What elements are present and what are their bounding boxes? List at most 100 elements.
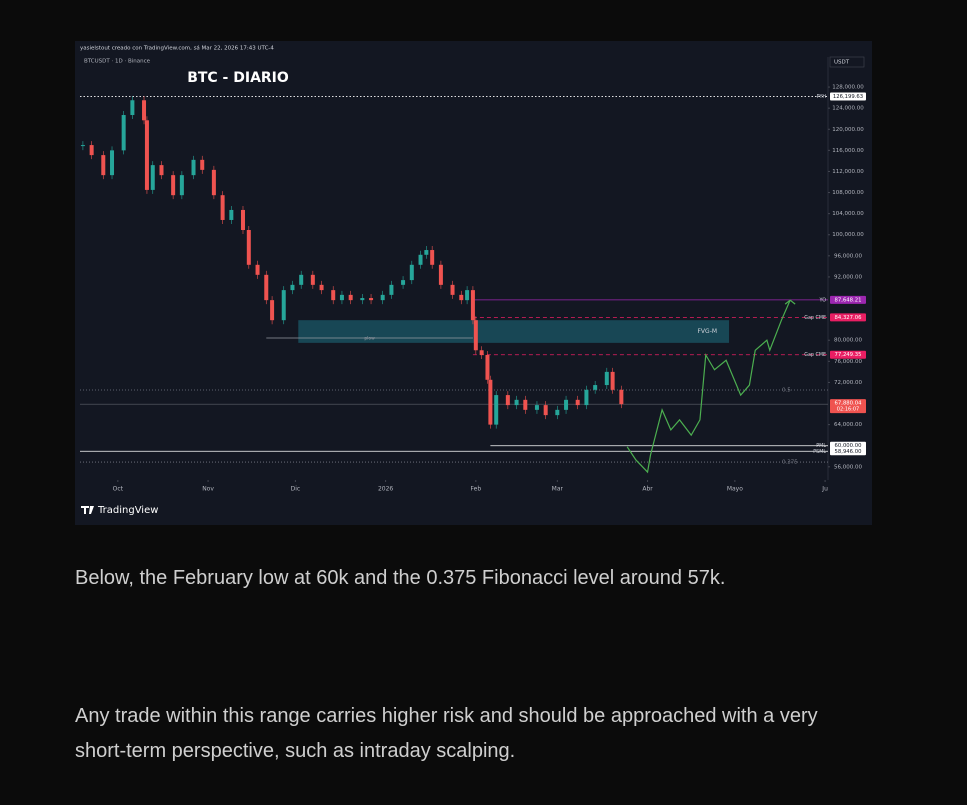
level-value: 84,327.06 [835, 315, 863, 321]
x-tick-label: Mayo [727, 486, 743, 493]
candle [240, 209, 245, 230]
y-tick-label: 112,000.00 [832, 169, 864, 175]
candle [430, 250, 435, 265]
candle [514, 399, 519, 406]
x-tick-label: Feb [471, 486, 482, 493]
candle [543, 405, 548, 416]
candle [380, 294, 385, 301]
countdown: 02:16:07 [837, 407, 859, 413]
candle [110, 150, 115, 176]
level-name: YO [819, 297, 827, 303]
candle [101, 155, 106, 176]
last-price-box [830, 399, 866, 414]
level-value: 87,648.21 [835, 297, 862, 303]
candle [418, 254, 423, 265]
level-value: 58,946.00 [835, 449, 863, 455]
y-tick-label: 72,000.00 [834, 380, 862, 386]
candle [575, 399, 580, 406]
y-tick-label: 100,000.00 [832, 232, 864, 238]
candle [80, 145, 85, 147]
projection-line [626, 299, 791, 474]
candle [584, 389, 589, 406]
candle [246, 229, 251, 265]
y-tick-label: 120,000.00 [832, 127, 864, 133]
y-tick-label: 108,000.00 [832, 190, 864, 196]
candle [319, 284, 324, 291]
candle [485, 354, 490, 380]
x-tick-label: Ju [821, 486, 828, 493]
brand-logo [81, 506, 94, 514]
y-tick-label: 80,000.00 [834, 338, 862, 344]
paragraph: Below, the February low at 60k and the 0… [75, 567, 726, 589]
y-tick-label: 56,000.00 [834, 464, 862, 470]
candle [159, 165, 164, 176]
candle [488, 379, 493, 425]
level-value: 126,199.63 [833, 94, 863, 100]
candle [523, 399, 528, 410]
level-box [830, 447, 866, 456]
x-tick-label: Abr [642, 486, 653, 493]
fib-label: 0.375 [782, 460, 798, 466]
candle [564, 399, 569, 410]
candle [465, 290, 470, 301]
paragraph: Any trade within this range carries high… [75, 705, 818, 762]
candle [459, 294, 464, 301]
candle [179, 175, 184, 196]
candle [200, 159, 205, 170]
candle [299, 274, 304, 285]
y-tick-label: 128,000.00 [832, 85, 864, 91]
y-tick-label: 92,000.00 [834, 274, 862, 280]
candle [369, 298, 374, 301]
level-box [830, 313, 866, 322]
candle [424, 250, 429, 255]
level-name: PML [816, 443, 826, 449]
candle [144, 120, 149, 190]
candle [229, 209, 234, 220]
currency: USDT [834, 60, 850, 66]
y-tick-label: 64,000.00 [834, 422, 862, 428]
candle [494, 395, 499, 425]
level-name: Gap CME [804, 352, 826, 358]
brand: TradingView [97, 505, 158, 516]
candle [534, 405, 539, 410]
fib-label: 0.5 [782, 388, 791, 394]
level-box [830, 350, 866, 359]
level-value: 60,000.00 [835, 443, 863, 449]
currency-box [829, 56, 865, 68]
chart-image: yasielstout creado con TradingView.com, … [75, 41, 872, 525]
candle [171, 175, 176, 196]
y-tick-label: 124,000.00 [832, 106, 864, 112]
candle [220, 195, 225, 220]
candle [264, 274, 269, 301]
fvg-zone [298, 320, 730, 343]
x-tick-label: 2026 [378, 486, 393, 493]
y-tick-label: 96,000.00 [834, 253, 862, 259]
projection-arrow [784, 299, 796, 305]
candle [604, 371, 609, 386]
candle [438, 264, 443, 285]
x-tick-label: Mar [552, 486, 564, 493]
candle [211, 169, 216, 196]
level-box [830, 92, 866, 101]
candle [450, 284, 455, 295]
x-tick-label: Oct [113, 486, 124, 493]
candle [479, 350, 484, 355]
candle [270, 300, 275, 321]
level-name: PSML [813, 449, 826, 455]
last-price-value: 67,880.04 [835, 401, 863, 407]
candle [255, 264, 260, 275]
candle [130, 100, 135, 116]
candle [505, 395, 510, 406]
watermark: yasielstout creado con TradingView.com, … [80, 45, 274, 52]
chart-frame [75, 41, 872, 525]
level-value: 77,249.35 [835, 352, 862, 358]
candle [610, 371, 615, 390]
level-box [830, 295, 866, 304]
candle [191, 159, 196, 176]
candle [331, 290, 336, 301]
candle [281, 290, 286, 321]
candle [310, 274, 315, 285]
candle [401, 280, 406, 285]
x-tick-label: Nov [202, 486, 214, 493]
